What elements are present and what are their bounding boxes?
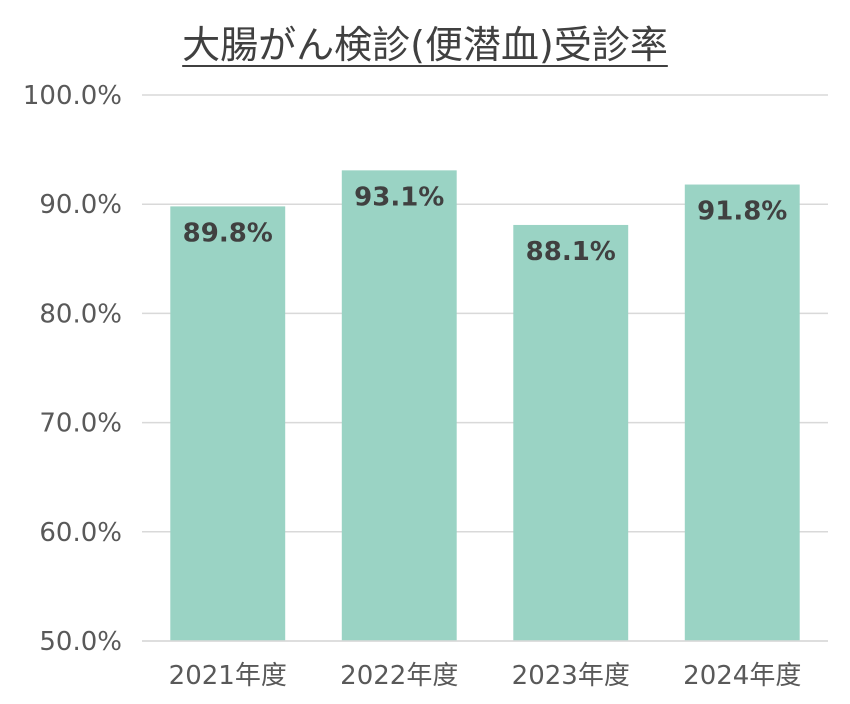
y-tick-label: 100.0%	[23, 81, 122, 111]
y-tick-label: 70.0%	[39, 409, 122, 439]
data-label: 89.8%	[183, 218, 273, 248]
y-tick-label: 90.0%	[39, 190, 122, 220]
x-tick-label: 2023年度	[512, 661, 630, 691]
y-tick-label: 50.0%	[39, 627, 122, 657]
y-tick-label: 60.0%	[39, 518, 122, 548]
x-tick-label: 2021年度	[169, 661, 287, 691]
x-tick-label: 2022年度	[340, 661, 458, 691]
bar	[684, 184, 800, 641]
y-tick-label: 80.0%	[39, 299, 122, 329]
bar	[341, 170, 457, 641]
x-tick-label: 2024年度	[683, 661, 801, 691]
data-label: 93.1%	[354, 182, 444, 212]
bar	[170, 206, 286, 641]
data-label: 91.8%	[697, 197, 787, 227]
data-label: 88.1%	[526, 237, 616, 267]
chart-title: 大腸がん検診(便潜血)受診率	[182, 23, 668, 67]
bar	[513, 224, 629, 641]
